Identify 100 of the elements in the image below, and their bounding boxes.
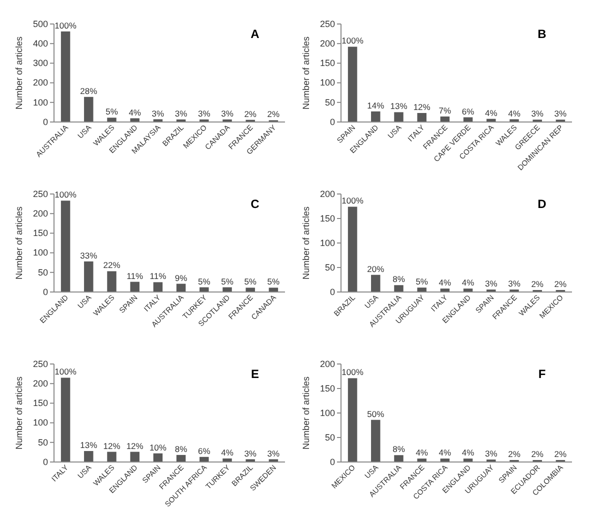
annotation: 3% [198, 108, 211, 118]
bar [130, 452, 140, 462]
annotation: 2% [554, 449, 568, 460]
bar [84, 451, 94, 462]
annotation: 4% [438, 448, 452, 458]
annotation: 4% [485, 108, 498, 118]
annotation: 3% [485, 278, 498, 289]
annotation: 4% [438, 278, 452, 288]
bar [371, 274, 380, 292]
annotation: 100% [54, 366, 77, 377]
bar [130, 282, 140, 292]
annotation: 5% [198, 276, 211, 286]
chart-title: E [250, 367, 260, 381]
annotation: 20% [367, 264, 385, 274]
bar [60, 200, 70, 292]
annotation: 100% [54, 190, 77, 200]
bar [60, 378, 70, 462]
bar [107, 118, 116, 122]
chart-title: C [250, 197, 260, 211]
y-tick-label: 500 [32, 18, 48, 29]
annotation: 4% [128, 107, 142, 118]
annotation: 28% [80, 86, 98, 96]
y-tick-label: 50 [38, 437, 48, 448]
y-axis-title: Number of articles [14, 376, 24, 450]
annotation: 2% [267, 109, 280, 120]
y-tick-label: 150 [32, 398, 48, 408]
annotation: 100% [342, 196, 364, 206]
y-tick-label: 100 [32, 97, 48, 108]
y-tick-label: 50 [324, 432, 335, 442]
y-tick-label: 200 [320, 38, 335, 48]
y-tick-label: 150 [320, 58, 335, 68]
y-tick-label: 150 [32, 228, 48, 238]
annotation: 12% [103, 440, 121, 451]
annotation: 8% [392, 444, 406, 454]
y-axis-title: Number of articles [301, 376, 311, 450]
bar [394, 285, 404, 292]
annotation: 100% [54, 20, 77, 30]
y-tick-label: 100 [32, 248, 48, 258]
y-tick-label: 100 [32, 418, 48, 428]
y-tick-label: 100 [320, 78, 335, 88]
y-tick-label: 200 [320, 358, 335, 369]
bar [417, 288, 426, 292]
annotation: 10% [149, 442, 167, 452]
bar [394, 112, 404, 122]
bar [176, 454, 186, 462]
y-tick-label: 250 [320, 18, 335, 29]
y-tick-label: 200 [32, 378, 48, 388]
annotation: 100% [342, 367, 364, 378]
bar [348, 378, 358, 462]
annotation: 12% [126, 440, 144, 451]
annotation: 7% [438, 106, 452, 116]
annotation: 5% [416, 276, 428, 287]
annotation: 8% [392, 274, 406, 284]
annotation: 100% [342, 36, 364, 46]
y-tick-label: 200 [320, 188, 335, 199]
annotation: 2% [531, 449, 544, 460]
y-axis-title: Number of articles [301, 36, 311, 110]
annotation: 12% [413, 102, 431, 112]
bar [371, 111, 380, 122]
y-tick-label: 250 [32, 358, 48, 369]
annotation: 9% [174, 272, 188, 283]
y-tick-label: 300 [32, 58, 48, 68]
y-axis-title: Number of articles [14, 36, 24, 110]
annotation: 8% [174, 444, 188, 454]
bar [153, 453, 163, 462]
bar [394, 455, 404, 462]
annotation: 11% [150, 271, 167, 282]
y-tick-label: 0 [330, 116, 335, 127]
y-tick-label: 50 [38, 267, 48, 278]
annotation: 2% [554, 279, 568, 290]
y-tick-label: 0 [42, 286, 48, 297]
chart-title: D [538, 197, 547, 211]
annotation: 22% [103, 260, 121, 270]
y-tick-label: 0 [42, 116, 48, 127]
y-tick-label: 50 [324, 97, 335, 108]
annotation: 4% [462, 278, 475, 288]
annotation: 3% [221, 108, 234, 118]
bar [348, 46, 358, 122]
annotation: 2% [508, 449, 521, 460]
bar [84, 261, 94, 292]
annotation: 5% [106, 106, 118, 117]
y-tick-label: 150 [320, 383, 335, 394]
annotation: 50% [367, 408, 385, 419]
y-axis-title: Number of articles [301, 206, 311, 280]
annotation: 11% [126, 270, 144, 281]
bar [153, 282, 163, 292]
annotation: 5% [221, 276, 234, 286]
annotation: 6% [198, 446, 211, 456]
annotation: 3% [485, 448, 498, 459]
annotation: 5% [267, 276, 280, 287]
chart-title: F [538, 367, 546, 381]
y-tick-label: 400 [32, 38, 48, 48]
y-tick-label: 0 [330, 456, 335, 467]
annotation: 3% [174, 108, 188, 118]
annotation: 13% [80, 440, 98, 450]
bar [60, 31, 70, 122]
bar [107, 452, 116, 462]
annotation: 3% [244, 448, 257, 458]
y-tick-label: 250 [32, 188, 48, 199]
annotation: 4% [508, 108, 521, 118]
